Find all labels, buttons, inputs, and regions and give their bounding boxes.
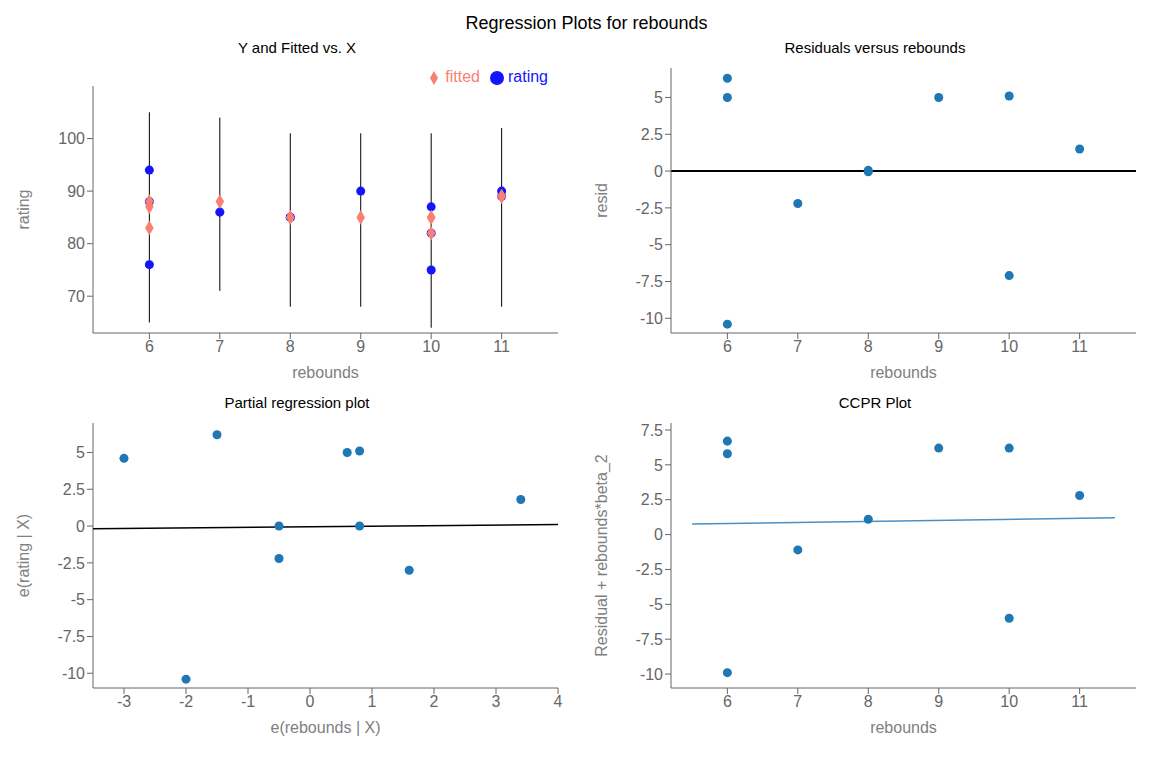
svg-text:2.5: 2.5 (641, 491, 663, 508)
svg-text:-10: -10 (640, 310, 663, 327)
svg-text:100: 100 (58, 130, 85, 147)
svg-text:6: 6 (145, 338, 154, 355)
svg-text:4: 4 (554, 693, 563, 710)
svg-text:6: 6 (723, 693, 732, 710)
svg-text:9: 9 (934, 693, 943, 710)
html-text:Regression Plots for rebounds: Regression Plots for rebounds (465, 13, 708, 33)
svg-text:-2.5: -2.5 (57, 555, 85, 572)
svg-text:-7.5: -7.5 (635, 631, 663, 648)
svg-text:resid: resid (593, 183, 610, 218)
svg-text:0: 0 (654, 163, 663, 180)
svg-text:10: 10 (1000, 338, 1018, 355)
svg-text:90: 90 (67, 183, 85, 200)
svg-text:9: 9 (356, 338, 365, 355)
svg-text:Residual + rebounds*beta_2: Residual + rebounds*beta_2 (593, 454, 611, 656)
svg-text:11: 11 (1071, 693, 1088, 710)
html-text:Residuals versus rebounds: Residuals versus rebounds (784, 39, 966, 56)
svg-text:5: 5 (654, 89, 663, 106)
svg-text:8: 8 (286, 338, 295, 355)
svg-text:2.5: 2.5 (63, 481, 85, 498)
svg-text:2.5: 2.5 (641, 126, 663, 143)
html-text:Y and Fitted vs. X: Y and Fitted vs. X (237, 39, 357, 56)
svg-text:10: 10 (1000, 693, 1018, 710)
svg-text:0: 0 (654, 526, 663, 543)
svg-text:0: 0 (306, 693, 315, 710)
svg-text:11: 11 (493, 338, 510, 355)
svg-text:-3: -3 (117, 693, 131, 710)
svg-text:-7.5: -7.5 (635, 273, 663, 290)
html-text:CCPR Plot: CCPR Plot (838, 394, 912, 411)
svg-text:6: 6 (723, 338, 732, 355)
svg-text:5: 5 (76, 444, 85, 461)
svg-text:-5: -5 (649, 236, 663, 253)
svg-text:rebounds: rebounds (870, 719, 937, 736)
svg-text:-5: -5 (649, 596, 663, 613)
html-text:rating: rating (508, 68, 548, 85)
svg-text:80: 80 (67, 235, 85, 252)
svg-text:3: 3 (492, 693, 501, 710)
svg-text:8: 8 (864, 338, 873, 355)
svg-text:rebounds: rebounds (292, 364, 359, 381)
svg-text:5: 5 (654, 457, 663, 474)
svg-text:10: 10 (422, 338, 440, 355)
svg-text:-10: -10 (640, 666, 663, 683)
svg-text:-10: -10 (62, 665, 85, 682)
svg-text:7: 7 (215, 338, 224, 355)
svg-text:e(rating | X): e(rating | X) (15, 514, 32, 597)
svg-text:11: 11 (1071, 338, 1088, 355)
svg-text:-5: -5 (71, 591, 85, 608)
svg-text:-7.5: -7.5 (57, 628, 85, 645)
svg-text:8: 8 (864, 693, 873, 710)
svg-text:2: 2 (430, 693, 439, 710)
svg-text:-2.5: -2.5 (635, 561, 663, 578)
svg-text:7: 7 (793, 693, 802, 710)
svg-text:7: 7 (793, 338, 802, 355)
svg-text:1: 1 (368, 693, 377, 710)
svg-text:-2: -2 (179, 693, 193, 710)
html-text:fitted: fitted (445, 68, 480, 85)
svg-text:e(rebounds | X): e(rebounds | X) (271, 719, 381, 736)
svg-text:rebounds: rebounds (870, 364, 937, 381)
svg-text:70: 70 (67, 288, 85, 305)
svg-text:9: 9 (934, 338, 943, 355)
svg-text:-2.5: -2.5 (635, 200, 663, 217)
svg-text:rating: rating (15, 189, 32, 229)
svg-text:0: 0 (76, 518, 85, 535)
svg-text:-1: -1 (241, 693, 255, 710)
html-text:Partial regression plot: Partial regression plot (224, 394, 370, 411)
svg-text:7.5: 7.5 (641, 422, 663, 439)
